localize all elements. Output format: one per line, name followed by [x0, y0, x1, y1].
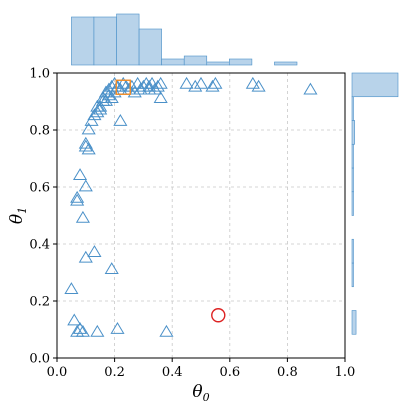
marginal-x-histogram [71, 13, 298, 66]
sample-point [110, 322, 125, 334]
sample-point [208, 76, 223, 89]
target-point [211, 308, 226, 323]
sample-point [188, 79, 203, 92]
y-tick-label: 0.2 [29, 295, 50, 310]
x-tick-label: 0.0 [47, 365, 68, 380]
marginal-x-bar [206, 61, 230, 66]
marginal-y-bar [351, 238, 354, 264]
sample-point [116, 76, 131, 89]
grid [56, 72, 346, 359]
y-tick-label: 0.8 [29, 124, 50, 139]
marginal-y-bar [351, 72, 399, 98]
marginal-x-bar [229, 58, 253, 66]
marginal-y-bar [351, 96, 354, 121]
sample-point [67, 313, 82, 326]
y-tick-label: 0.0 [29, 352, 50, 367]
sample-point [87, 245, 102, 257]
marginal-y-bar [351, 310, 357, 335]
sample-point [75, 324, 90, 337]
marginal-x-bar [183, 55, 208, 66]
x-tick-label: 1.0 [335, 365, 356, 380]
sample-point [72, 322, 88, 334]
sample-point [81, 142, 96, 155]
marginal-x-bar [71, 16, 95, 66]
x-tick-label: 0.2 [104, 365, 125, 380]
x-tick-label: 0.8 [277, 365, 298, 380]
sample-point [110, 79, 125, 92]
x-axis-label: θ0 [192, 382, 209, 404]
sample-point [78, 139, 93, 152]
sample-point [113, 113, 128, 126]
marginal-y-histogram [351, 72, 399, 335]
y-tick-label: 0.4 [29, 238, 50, 253]
marginal-y-bar [351, 191, 354, 216]
sample-point [107, 76, 122, 89]
plot-frame [56, 72, 346, 359]
sample-point [90, 324, 105, 337]
sample-point [303, 82, 318, 95]
sample-point [72, 168, 88, 180]
y-tick-label: 1.0 [29, 67, 50, 82]
y-axis-label: θ1 [7, 207, 29, 224]
marginal-y-bar [351, 262, 354, 288]
sample-point [179, 76, 194, 89]
marginal-y-bar [351, 120, 356, 145]
sample-point [70, 190, 85, 203]
y-tick-label: 0.6 [29, 181, 50, 196]
sample-point [78, 179, 93, 192]
sample-point [153, 91, 168, 104]
sample-point [251, 79, 266, 92]
x-tick-label: 0.4 [162, 365, 183, 380]
marginal-x-bar [161, 58, 185, 66]
marginal-y-bar [351, 167, 354, 193]
sample-point [93, 102, 108, 115]
sample-point [245, 76, 260, 89]
sample-point [75, 210, 90, 223]
marginal-x-bar [116, 13, 140, 66]
sample-point [142, 79, 157, 92]
x-tick-label: 0.6 [219, 365, 240, 380]
sample-point [205, 79, 220, 92]
marginal-x-bar [274, 61, 298, 66]
sample-point [150, 79, 165, 92]
highlight-point [115, 79, 131, 95]
sample-point [70, 193, 85, 206]
sample-point [153, 76, 168, 89]
marginal-y-bar [351, 143, 354, 169]
sample-point [81, 122, 96, 135]
sample-point [193, 76, 209, 89]
marginal-x-bar [93, 16, 117, 66]
sample-point [159, 324, 174, 337]
scatter-points [64, 76, 318, 337]
sample-point [104, 262, 119, 275]
marginal-x-bar [138, 28, 162, 66]
axis-ticks: 0.0 0.2 0.4 0.6 0.8 1.0 0.0 0.2 0.4 0.6 0.8 1.0 [29, 67, 355, 381]
sample-point [64, 282, 79, 294]
